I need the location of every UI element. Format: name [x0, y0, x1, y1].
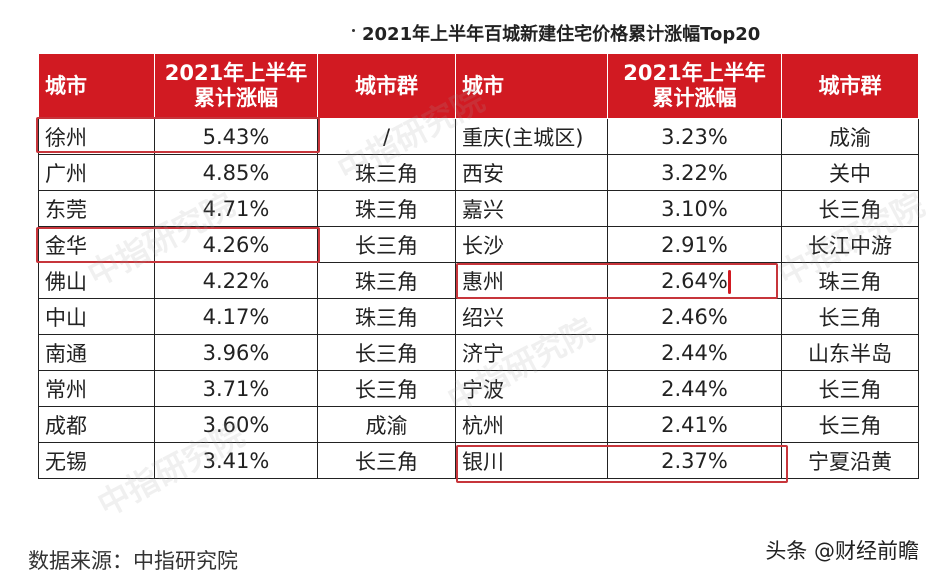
- growth-cell: 3.60%: [154, 406, 318, 443]
- city-cell: 广州: [38, 154, 155, 191]
- growth-cell: 2.64%: [607, 262, 782, 299]
- ranking-table: 城市 2021年上半年 累计涨幅 城市群 城市 2021年上半年 累计涨幅 城市…: [38, 53, 919, 479]
- group-cell: 宁夏沿黄: [781, 442, 919, 479]
- growth-cell: 4.22%: [154, 262, 318, 299]
- growth-cell: 2.46%: [607, 298, 782, 335]
- growth-cell: 3.10%: [607, 190, 782, 227]
- city-cell: 徐州: [38, 118, 155, 155]
- author-brand: 头条 @财经前瞻: [765, 539, 919, 563]
- group-cell: 山东半岛: [781, 334, 919, 371]
- city-cell: 佛山: [38, 262, 155, 299]
- table-row: 佛山 4.22% 珠三角 惠州 2.64% 珠三角: [38, 262, 919, 299]
- growth-cell: 3.41%: [154, 442, 318, 479]
- table-header-row: 城市 2021年上半年 累计涨幅 城市群 城市 2021年上半年 累计涨幅 城市…: [38, 53, 919, 119]
- header-city-right: 城市: [455, 53, 608, 119]
- city-cell: 中山: [38, 298, 155, 335]
- city-cell: 惠州: [455, 262, 608, 299]
- growth-cell: 4.26%: [154, 226, 318, 263]
- table-title: 2021年上半年百城新建住宅价格累计涨幅Top20: [362, 24, 761, 45]
- growth-cell: 4.85%: [154, 154, 318, 191]
- growth-cell: 5.43%: [154, 118, 318, 155]
- group-cell: 珠三角: [781, 262, 919, 299]
- group-cell: 珠三角: [317, 190, 456, 227]
- group-cell: 长三角: [317, 442, 456, 479]
- group-cell: 长江中游: [781, 226, 919, 263]
- city-cell: 银川: [455, 442, 608, 479]
- city-cell: 东莞: [38, 190, 155, 227]
- table-row: 成都 3.60% 成渝 杭州 2.41% 长三角: [38, 406, 919, 443]
- table-row: 中山 4.17% 珠三角 绍兴 2.46% 长三角: [38, 298, 919, 335]
- data-source-note: 数据来源：中指研究院: [28, 549, 238, 573]
- title-bullet: [352, 29, 355, 32]
- growth-cell: 2.44%: [607, 334, 782, 371]
- city-cell: 西安: [455, 154, 608, 191]
- table-row: 金华 4.26% 长三角 长沙 2.91% 长江中游: [38, 226, 919, 263]
- city-cell: 嘉兴: [455, 190, 608, 227]
- group-cell: 长三角: [781, 406, 919, 443]
- city-cell: 绍兴: [455, 298, 608, 335]
- growth-cell: 3.71%: [154, 370, 318, 407]
- header-group-right: 城市群: [781, 53, 919, 119]
- city-cell: 重庆(主城区): [455, 118, 608, 155]
- group-cell: 长三角: [781, 370, 919, 407]
- header-growth-line1: 2021年上半年: [623, 61, 766, 85]
- header-growth-right: 2021年上半年 累计涨幅: [607, 53, 782, 119]
- growth-cell: 3.22%: [607, 154, 782, 191]
- table-row: 徐州 5.43% / 重庆(主城区) 3.23% 成渝: [38, 118, 919, 155]
- city-cell: 南通: [38, 334, 155, 371]
- group-cell: /: [317, 118, 456, 155]
- growth-cell: 2.37%: [607, 442, 782, 479]
- table-row: 常州 3.71% 长三角 宁波 2.44% 长三角: [38, 370, 919, 407]
- group-cell: 珠三角: [317, 262, 456, 299]
- group-cell: 珠三角: [317, 298, 456, 335]
- city-cell: 金华: [38, 226, 155, 263]
- table-row: 东莞 4.71% 珠三角 嘉兴 3.10% 长三角: [38, 190, 919, 227]
- group-cell: 长三角: [781, 190, 919, 227]
- growth-cell: 2.91%: [607, 226, 782, 263]
- growth-cell: 4.17%: [154, 298, 318, 335]
- header-city-left: 城市: [38, 53, 155, 119]
- city-cell: 宁波: [455, 370, 608, 407]
- header-growth-line2: 累计涨幅: [194, 86, 278, 110]
- header-group-left: 城市群: [317, 53, 456, 119]
- table-row: 无锡 3.41% 长三角 银川 2.37% 宁夏沿黄: [38, 442, 919, 479]
- group-cell: 关中: [781, 154, 919, 191]
- group-cell: 成渝: [781, 118, 919, 155]
- city-cell: 长沙: [455, 226, 608, 263]
- growth-cell: 2.44%: [607, 370, 782, 407]
- group-cell: 珠三角: [317, 154, 456, 191]
- cursor-mark: [728, 270, 731, 294]
- growth-cell: 2.41%: [607, 406, 782, 443]
- city-cell: 成都: [38, 406, 155, 443]
- header-growth-line2: 累计涨幅: [652, 86, 737, 110]
- group-cell: 长三角: [781, 298, 919, 335]
- group-cell: 长三角: [317, 370, 456, 407]
- city-cell: 杭州: [455, 406, 608, 443]
- group-cell: 长三角: [317, 334, 456, 371]
- table-row: 广州 4.85% 珠三角 西安 3.22% 关中: [38, 154, 919, 191]
- header-growth-left: 2021年上半年 累计涨幅: [154, 53, 318, 119]
- table-row: 南通 3.96% 长三角 济宁 2.44% 山东半岛: [38, 334, 919, 371]
- group-cell: 长三角: [317, 226, 456, 263]
- city-cell: 济宁: [455, 334, 608, 371]
- city-cell: 常州: [38, 370, 155, 407]
- growth-cell: 3.23%: [607, 118, 782, 155]
- growth-cell: 3.96%: [154, 334, 318, 371]
- city-cell: 无锡: [38, 442, 155, 479]
- group-cell: 成渝: [317, 406, 456, 443]
- header-growth-line1: 2021年上半年: [164, 61, 308, 85]
- growth-cell: 4.71%: [154, 190, 318, 227]
